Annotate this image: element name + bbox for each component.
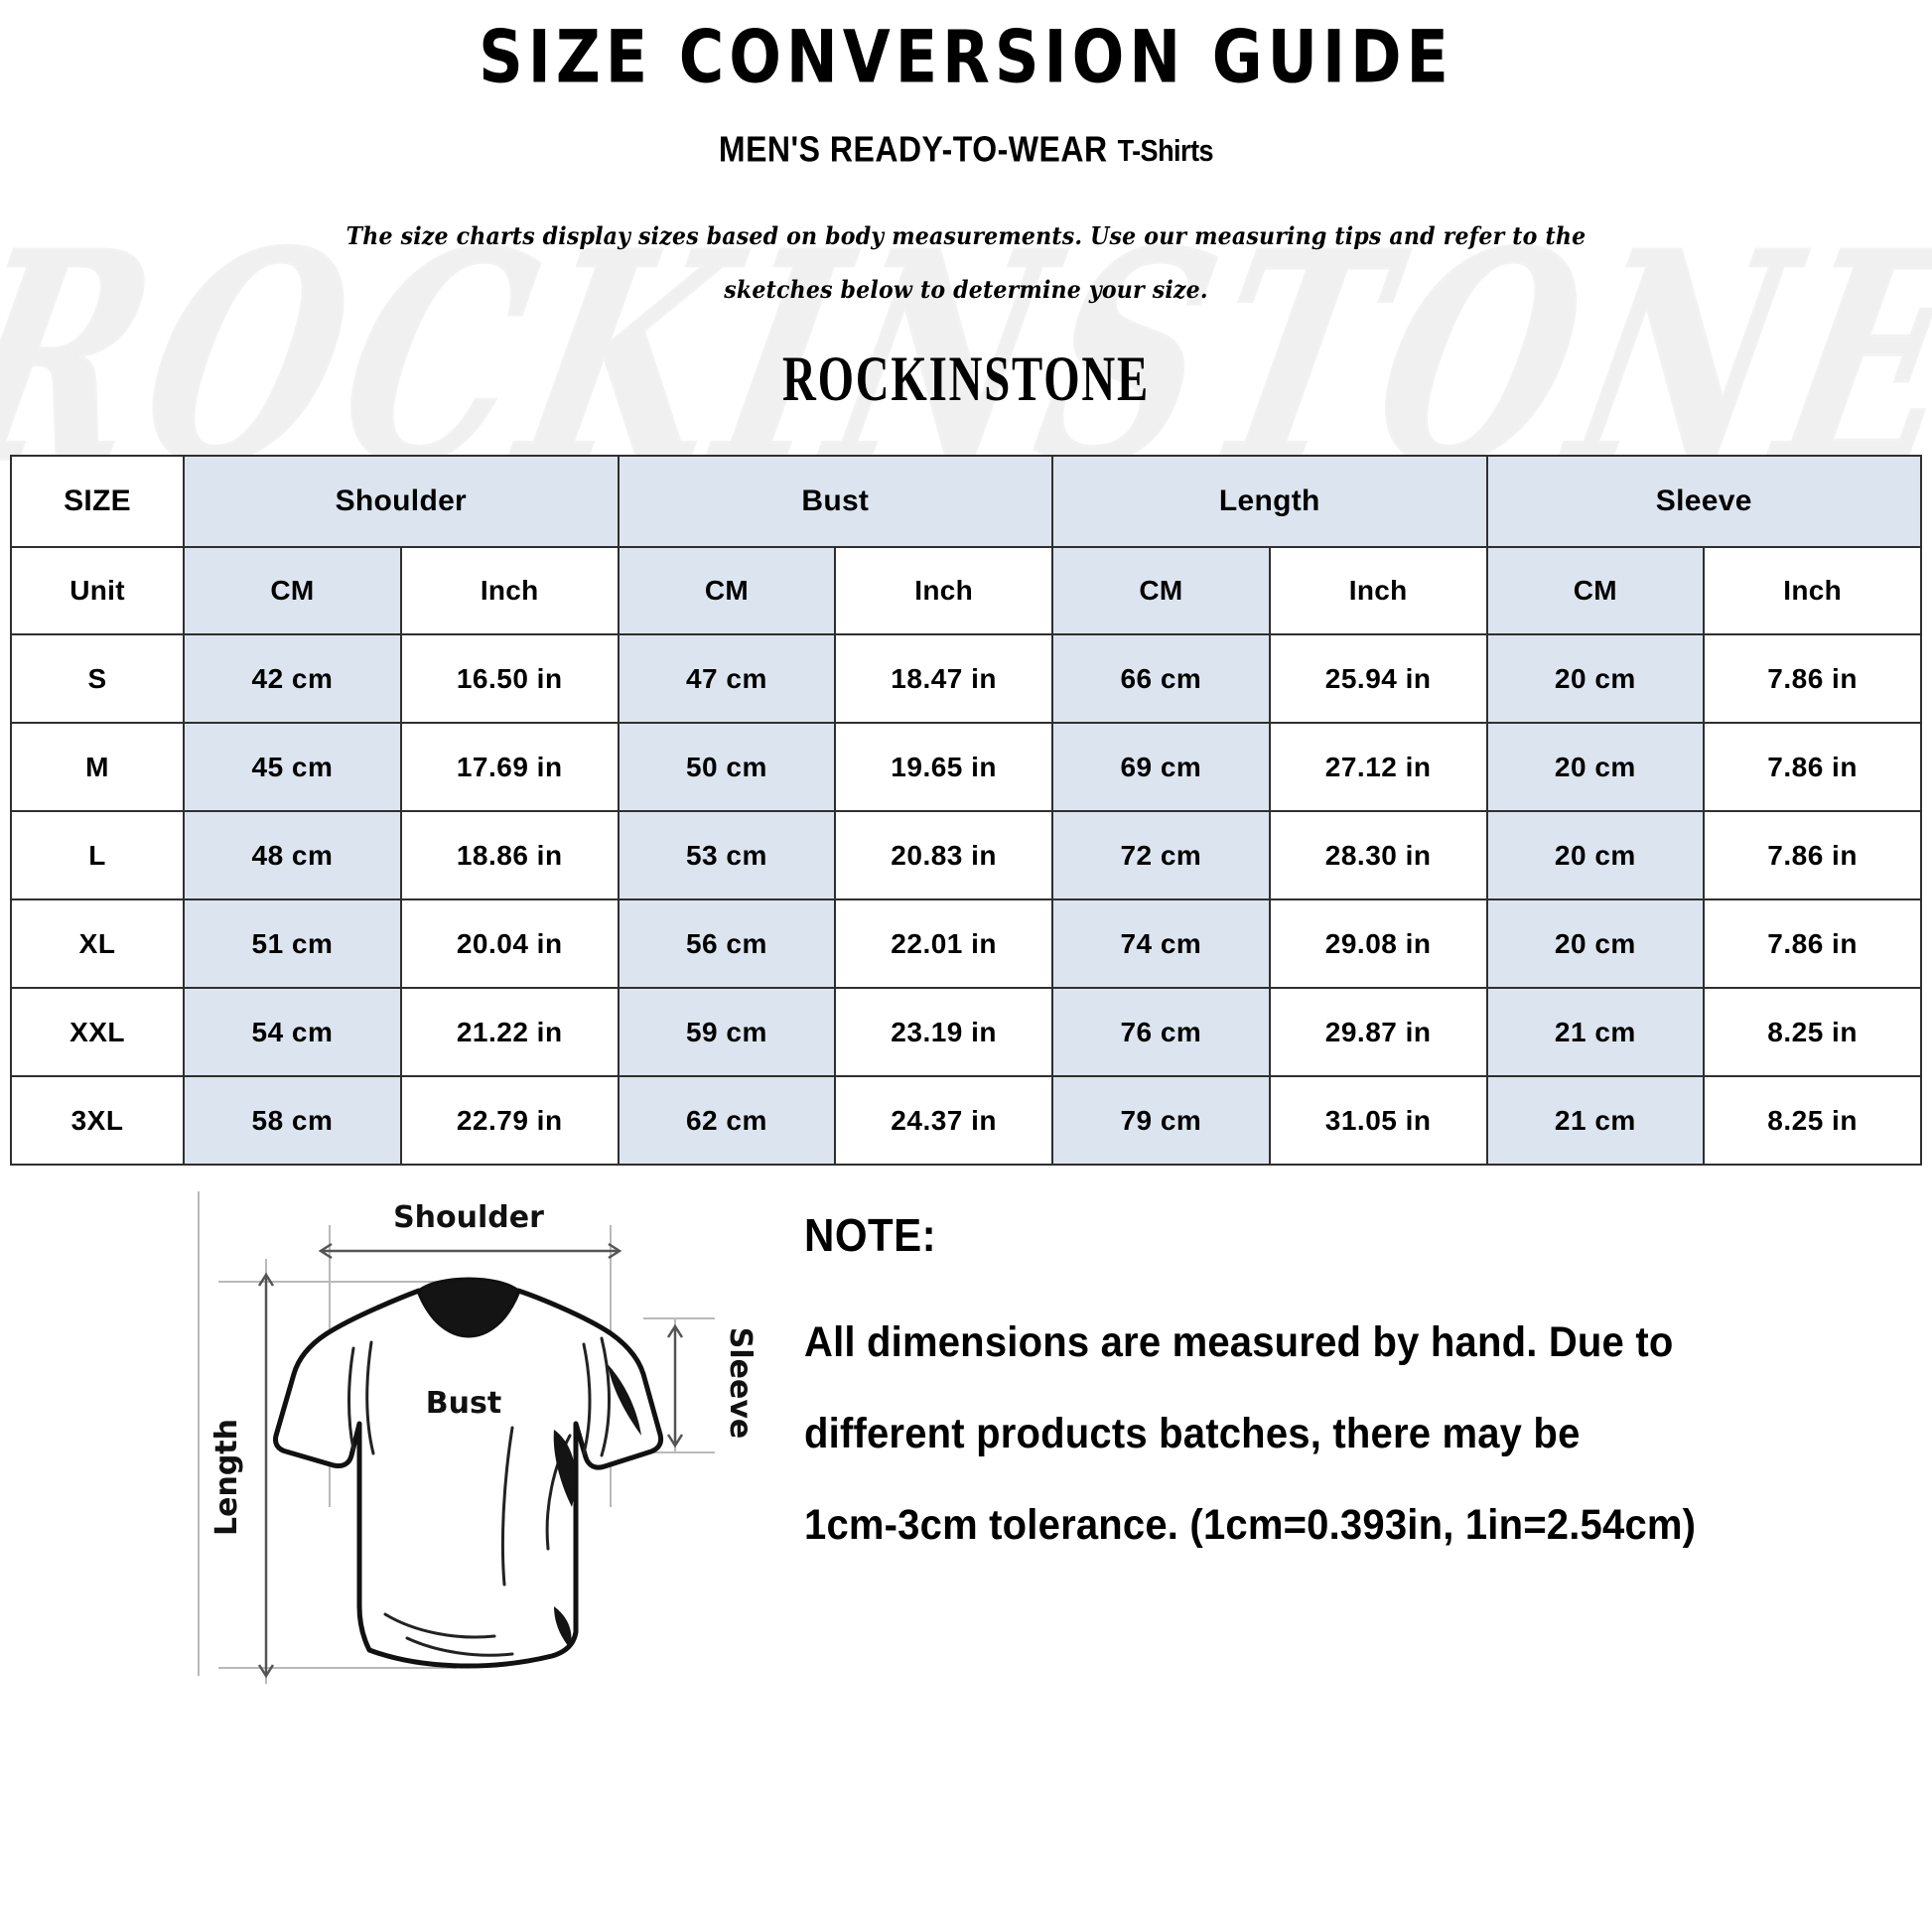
note-section: NOTE: All dimensions are measured by han… <box>794 1179 1932 1571</box>
cell-3xl-7: 8.25 in <box>1703 1075 1922 1166</box>
table-unit-row: Unit CM Inch CM Inch CM Inch CM Inch <box>9 546 1922 635</box>
subtitle-category: MEN'S READY-TO-WEAR <box>718 128 1108 170</box>
cell-s-7: 7.86 in <box>1703 633 1922 724</box>
header: SIZE CONVERSION GUIDE MEN'S READY-TO-WEA… <box>0 0 1932 415</box>
cell-3xl-1: 22.79 in <box>399 1075 620 1166</box>
table-body: SIZE Shoulder Bust Length Sleeve Unit CM Inch CM… <box>9 455 1922 1166</box>
cell-m-7: 7.86 in <box>1703 722 1922 812</box>
cell-xxl-5: 29.87 in <box>1268 987 1488 1077</box>
unit-cell-inch-8: Inch <box>1703 546 1922 635</box>
cell-size-3xl: 3XL <box>9 1075 186 1166</box>
cell-size-m: M <box>9 722 186 812</box>
cell-s-5: 25.94 in <box>1268 633 1488 724</box>
cell-l-5: 28.30 in <box>1268 810 1488 900</box>
cell-3xl-6: 21 cm <box>1485 1075 1706 1166</box>
unit-cell-cm-3: CM <box>617 546 837 635</box>
diagram-label-bust: Bust <box>426 1386 501 1421</box>
brand-name: ROCKINSTONE <box>781 344 1151 416</box>
cell-xl-2: 56 cm <box>617 898 837 989</box>
unit-cell-cm-1: CM <box>183 546 402 635</box>
cell-3xl-4: 79 cm <box>1051 1075 1271 1166</box>
cell-xxl-3: 23.19 in <box>834 987 1054 1077</box>
cell-m-0: 45 cm <box>183 722 402 812</box>
cell-l-7: 7.86 in <box>1703 810 1922 900</box>
cell-s-2: 47 cm <box>617 633 837 724</box>
cell-l-4: 72 cm <box>1051 810 1271 900</box>
table-row: S 42 cm 16.50 in 47 cm 18.47 in 66 cm 25.94 in… <box>9 633 1922 724</box>
cell-s-6: 20 cm <box>1485 633 1706 724</box>
bottom-section: Shoulder Bust Length Sleeve NOTE: All di… <box>0 1179 1932 1696</box>
note-line-2: different products batches, there may be <box>804 1410 1581 1457</box>
cell-m-2: 50 cm <box>617 722 837 812</box>
size-table-container: SIZE Shoulder Bust Length Sleeve Unit CM Inch CM… <box>9 455 1922 1166</box>
diagram-label-length: Length <box>209 1419 244 1536</box>
cell-xl-6: 20 cm <box>1485 898 1706 989</box>
cell-xl-5: 29.08 in <box>1268 898 1488 989</box>
cell-m-5: 27.12 in <box>1268 722 1488 812</box>
header-cell-group-bust: Bust <box>617 455 1054 548</box>
cell-3xl-2: 62 cm <box>617 1075 837 1166</box>
unit-cell-inch-6: Inch <box>1268 546 1488 635</box>
unit-cell-cm-7: CM <box>1485 546 1706 635</box>
header-cell-group-length: Length <box>1051 455 1488 548</box>
cell-xl-0: 51 cm <box>183 898 402 989</box>
cell-s-3: 18.47 in <box>834 633 1054 724</box>
cell-xxl-0: 54 cm <box>183 987 402 1077</box>
header-cell-group-sleeve: Sleeve <box>1485 455 1922 548</box>
cell-m-6: 20 cm <box>1485 722 1706 812</box>
subtitle-product: T-Shirts <box>1117 134 1214 168</box>
cell-size-xxl: XXL <box>9 987 186 1077</box>
cell-3xl-5: 31.05 in <box>1268 1075 1488 1166</box>
unit-cell-inch-2: Inch <box>399 546 620 635</box>
note-line-3: 1cm-3cm tolerance. (1cm=0.393in, 1in=2.5… <box>804 1501 1697 1549</box>
cell-xl-4: 74 cm <box>1051 898 1271 989</box>
cell-l-2: 53 cm <box>617 810 837 900</box>
cell-m-1: 17.69 in <box>399 722 620 812</box>
cell-s-0: 42 cm <box>183 633 402 724</box>
cell-xl-7: 7.86 in <box>1703 898 1922 989</box>
table-row: XL 51 cm 20.04 in 56 cm 22.01 in 74 cm 29.08 i… <box>9 898 1922 989</box>
cell-3xl-0: 58 cm <box>183 1075 402 1166</box>
header-cell-group-shoulder: Shoulder <box>183 455 620 548</box>
cell-xl-1: 20.04 in <box>399 898 620 989</box>
unit-cell-cm-5: CM <box>1051 546 1271 635</box>
cell-size-xl: XL <box>9 898 186 989</box>
cell-l-0: 48 cm <box>183 810 402 900</box>
diagram-label-sleeve: Sleeve <box>723 1327 758 1440</box>
note-line-1: All dimensions are measured by hand. Due… <box>804 1318 1674 1366</box>
size-conversion-table: SIZE Shoulder Bust Length Sleeve Unit CM Inch CM… <box>9 455 1922 1166</box>
table-row: XXL 54 cm 21.22 in 59 cm 23.19 in 76 cm 29.87 … <box>9 987 1922 1077</box>
table-row: M 45 cm 17.69 in 50 cm 19.65 in 69 cm 27.12 in… <box>9 722 1922 812</box>
tshirt-measurement-diagram: Shoulder Bust Length Sleeve <box>159 1179 794 1696</box>
note-title: NOTE: <box>804 1209 937 1261</box>
cell-3xl-3: 24.37 in <box>834 1075 1054 1166</box>
cell-l-6: 20 cm <box>1485 810 1706 900</box>
cell-m-4: 69 cm <box>1051 722 1271 812</box>
cell-s-4: 66 cm <box>1051 633 1271 724</box>
diagram-label-shoulder: Shoulder <box>393 1200 544 1235</box>
cell-xl-3: 22.01 in <box>834 898 1054 989</box>
cell-xxl-4: 76 cm <box>1051 987 1271 1077</box>
subtitle-row: MEN'S READY-TO-WEAR T-Shirts <box>0 128 1932 170</box>
cell-l-3: 20.83 in <box>834 810 1054 900</box>
cell-xxl-1: 21.22 in <box>399 987 620 1077</box>
cell-l-1: 18.86 in <box>399 810 620 900</box>
unit-cell-inch-4: Inch <box>834 546 1054 635</box>
unit-cell-label: Unit <box>9 546 186 635</box>
cell-size-s: S <box>9 633 186 724</box>
cell-xxl-2: 59 cm <box>617 987 837 1077</box>
cell-xxl-6: 21 cm <box>1485 987 1706 1077</box>
cell-s-1: 16.50 in <box>399 633 620 724</box>
table-group-header-row: SIZE Shoulder Bust Length Sleeve <box>9 455 1922 548</box>
page-title: SIZE CONVERSION GUIDE <box>479 14 1453 100</box>
table-row: 3XL 58 cm 22.79 in 62 cm 24.37 in 79 cm 31.05 … <box>9 1075 1922 1166</box>
cell-xxl-7: 8.25 in <box>1703 987 1922 1077</box>
description-text: The size charts display sizes based on b… <box>345 221 1587 304</box>
header-cell-size: SIZE <box>9 455 186 548</box>
cell-m-3: 19.65 in <box>834 722 1054 812</box>
table-row: L 48 cm 18.86 in 53 cm 20.83 in 72 cm 28.30 in… <box>9 810 1922 900</box>
cell-size-l: L <box>9 810 186 900</box>
